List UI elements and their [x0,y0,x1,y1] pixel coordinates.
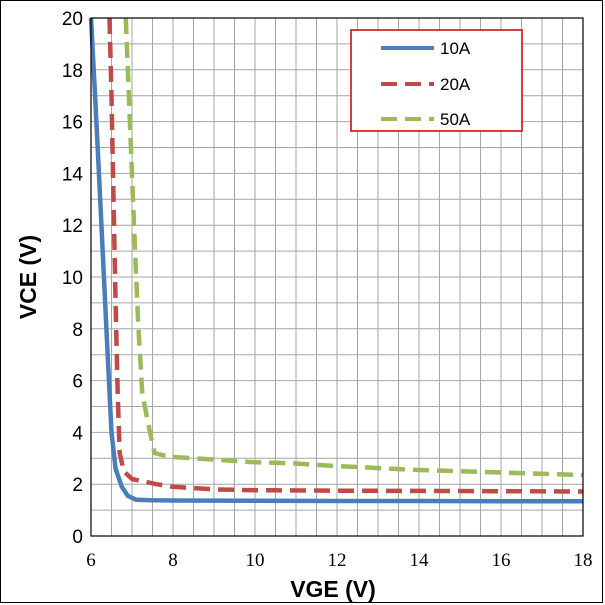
x-tick-label: 16 [492,550,511,571]
legend-label-10a: 10A [440,39,471,58]
legend-label-20a: 20A [440,75,471,94]
y-axis-title: VCE (V) [15,235,41,319]
series-line-20a [107,17,584,494]
y-tick-label: 8 [72,320,83,341]
x-tick-label: 18 [574,550,593,571]
series-layer [88,17,584,504]
y-tick-label: 2 [72,475,83,496]
x-tick-label: 12 [328,550,347,571]
legend: 10A 20A 50A [350,29,523,132]
y-tick-label: 12 [62,216,83,237]
x-tick-labels: 6 8 10 12 14 16 18 [86,550,592,571]
y-tick-label: 4 [72,423,83,444]
x-tick-label: 10 [246,550,265,571]
y-tick-labels: 0 2 4 6 8 10 12 14 16 18 20 [62,9,84,548]
y-tick-label: 14 [62,164,84,185]
y-tick-label: 0 [72,527,83,548]
y-tick-label: 16 [62,113,83,134]
x-tick-label: 8 [168,550,178,571]
legend-label-50a: 50A [440,110,471,129]
y-tick-label: 10 [62,268,83,289]
x-axis-title: VGE (V) [290,576,376,602]
y-tick-label: 20 [62,9,83,30]
series-line-50a [123,17,584,478]
y-tick-label: 6 [72,372,83,393]
y-tick-label: 18 [62,61,83,82]
plot-border [90,17,584,537]
x-tick-label: 6 [86,550,96,571]
legend-box [350,29,523,132]
series-line-10a [88,17,583,504]
x-tick-label: 14 [410,550,430,571]
